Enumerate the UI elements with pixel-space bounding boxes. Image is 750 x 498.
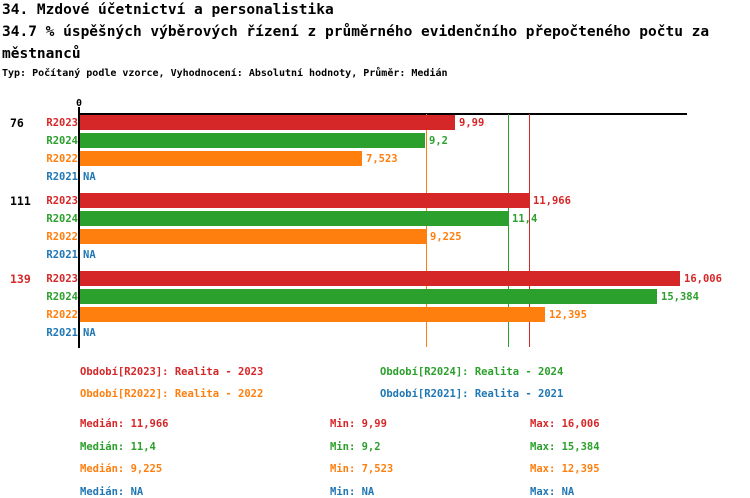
y-axis-line: [78, 107, 80, 348]
bar-value-label: 11,966: [533, 195, 571, 207]
stat-min-r2024: Min: 9,2: [330, 441, 381, 453]
series-row-label: R2024: [46, 291, 78, 303]
stat-median-r2024: Medián: 11,4: [80, 441, 156, 453]
bar-r2023: [80, 193, 529, 208]
chart-title: 34. Mzdové účetnictví a personalistika: [2, 2, 334, 18]
group-label: 76: [10, 116, 24, 130]
legend-item-r2021: Období[R2021]: Realita - 2021: [380, 388, 564, 400]
bar-value-label: 11,4: [512, 213, 538, 225]
median-line-r2022: [426, 114, 427, 347]
bar-value-label: 7,523: [366, 153, 398, 165]
series-row-label: R2024: [46, 135, 78, 147]
bar-r2022: [80, 151, 362, 166]
stat-max-r2021: Max: NA: [530, 486, 575, 498]
chart-subtitle-line2: městnanců: [2, 46, 81, 62]
bar-value-label: 9,99: [459, 117, 485, 129]
series-row-label: R2021: [46, 327, 78, 339]
x-axis-line: [78, 113, 687, 115]
axis-zero-label: 0: [76, 98, 83, 109]
bar-value-label: 16,006: [684, 273, 722, 285]
bar-r2024: [80, 289, 657, 304]
stat-max-r2023: Max: 16,006: [530, 418, 600, 430]
legend-item-r2024: Období[R2024]: Realita - 2024: [380, 366, 564, 378]
series-row-label: R2021: [46, 249, 78, 261]
group-label: 139: [10, 272, 31, 286]
stat-median-r2022: Medián: 9,225: [80, 463, 163, 475]
bar-value-label: 9,225: [430, 231, 462, 243]
legend-item-r2022: Období[R2022]: Realita - 2022: [80, 388, 264, 400]
chart-subtitle-line1: 34.7 % úspěšných výběrových řízení z prů…: [2, 24, 710, 40]
na-value-label: NA: [83, 327, 96, 339]
series-row-label: R2023: [46, 273, 78, 285]
series-row-label: R2023: [46, 195, 78, 207]
bar-r2022: [80, 307, 545, 322]
bar-value-label: 15,384: [661, 291, 699, 303]
series-row-label: R2023: [46, 117, 78, 129]
stat-median-r2023: Medián: 11,966: [80, 418, 169, 430]
series-row-label: R2024: [46, 213, 78, 225]
bar-value-label: 9,2: [429, 135, 448, 147]
bar-r2024: [80, 211, 508, 226]
bar-r2023: [80, 271, 680, 286]
stat-max-r2022: Max: 12,395: [530, 463, 600, 475]
series-row-label: R2022: [46, 231, 78, 243]
na-value-label: NA: [83, 249, 96, 261]
chart-meta: Typ: Počítaný podle vzorce, Vyhodnocení:…: [2, 68, 448, 79]
series-row-label: R2021: [46, 171, 78, 183]
bar-r2022: [80, 229, 426, 244]
series-row-label: R2022: [46, 153, 78, 165]
stat-max-r2024: Max: 15,384: [530, 441, 600, 453]
bar-value-label: 12,395: [549, 309, 587, 321]
bar-r2023: [80, 115, 455, 130]
legend-item-r2023: Období[R2023]: Realita - 2023: [80, 366, 264, 378]
stat-median-r2021: Medián: NA: [80, 486, 144, 498]
group-label: 111: [10, 194, 31, 208]
stat-min-r2021: Min: NA: [330, 486, 375, 498]
na-value-label: NA: [83, 171, 96, 183]
series-row-label: R2022: [46, 309, 78, 321]
bar-r2024: [80, 133, 425, 148]
stat-min-r2022: Min: 7,523: [330, 463, 394, 475]
median-line-r2023: [529, 114, 530, 347]
stat-min-r2023: Min: 9,99: [330, 418, 387, 430]
median-line-r2024: [508, 114, 509, 347]
